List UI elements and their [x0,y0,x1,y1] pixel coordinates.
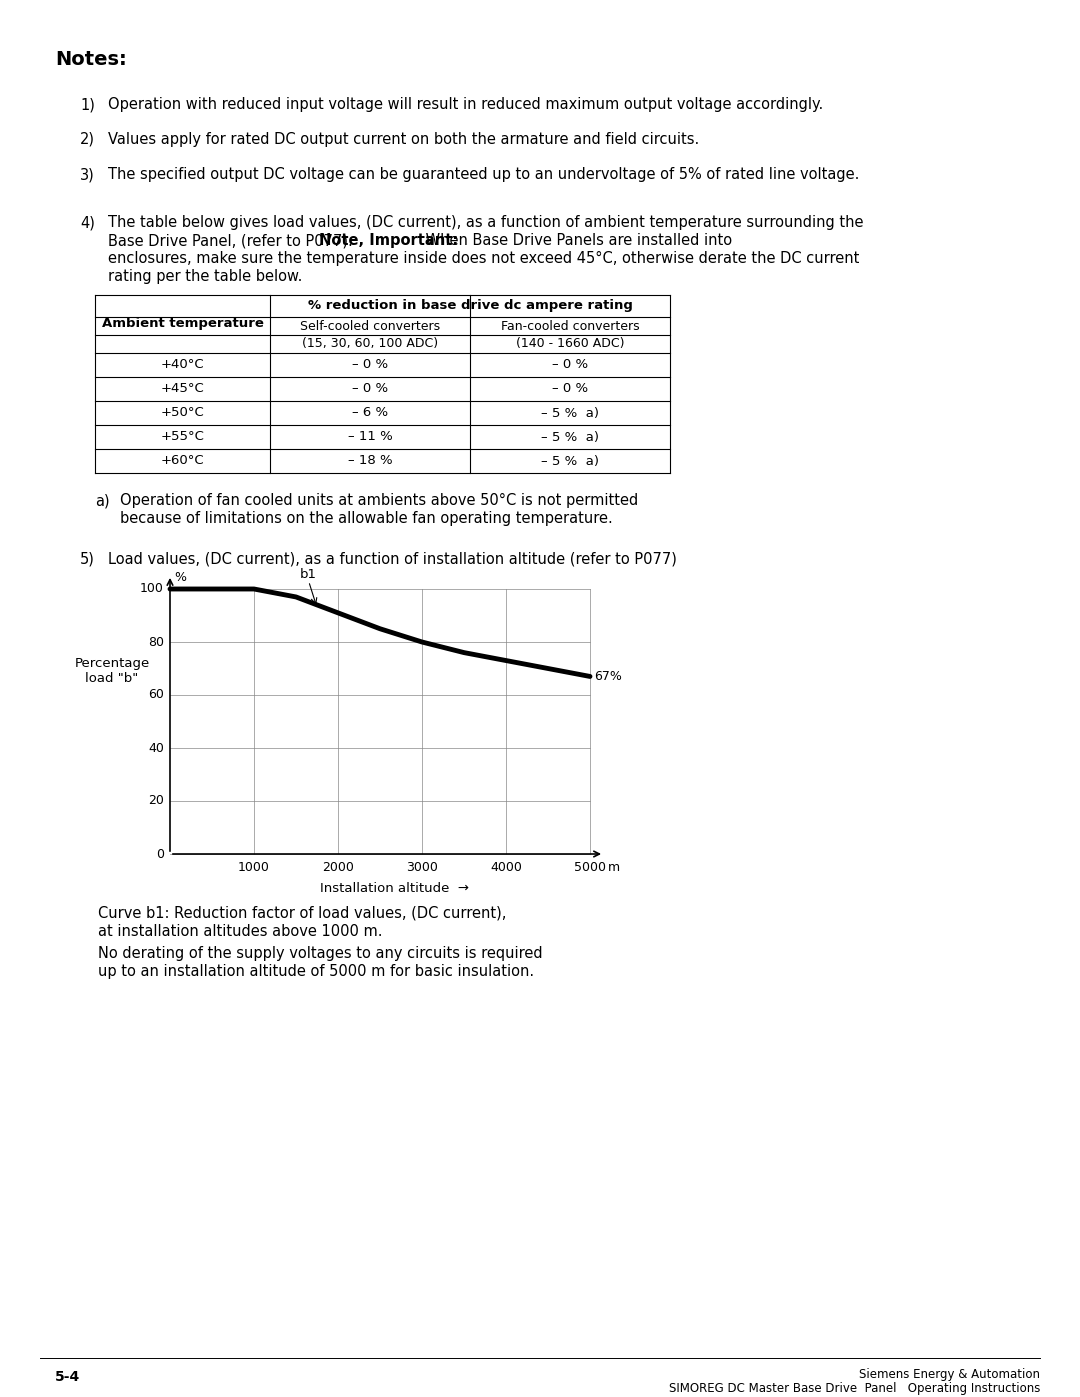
Text: – 0 %: – 0 % [552,359,589,372]
Text: – 0 %: – 0 % [352,359,388,372]
Text: +45°C: +45°C [161,383,204,395]
Text: No derating of the supply voltages to any circuits is required: No derating of the supply voltages to an… [98,946,542,961]
Text: up to an installation altitude of 5000 m for basic insulation.: up to an installation altitude of 5000 m… [98,964,535,979]
Text: – 5 %  a): – 5 % a) [541,407,599,419]
Text: 80: 80 [148,636,164,648]
Text: When Base Drive Panels are installed into: When Base Drive Panels are installed int… [421,233,732,249]
Text: 5): 5) [80,550,95,566]
Text: Operation with reduced input voltage will result in reduced maximum output volta: Operation with reduced input voltage wil… [108,96,823,112]
Text: Base Drive Panel, (refer to P077).: Base Drive Panel, (refer to P077). [108,233,362,249]
Text: 4000: 4000 [490,861,522,875]
Text: 5000: 5000 [573,861,606,875]
Text: b1: b1 [300,569,318,581]
Text: 1): 1) [80,96,95,112]
Text: Load values, (DC current), as a function of installation altitude (refer to P077: Load values, (DC current), as a function… [108,550,677,566]
Text: 40: 40 [148,742,164,754]
Text: Installation altitude  →: Installation altitude → [321,882,470,895]
Text: – 6 %: – 6 % [352,407,388,419]
Text: at installation altitudes above 1000 m.: at installation altitudes above 1000 m. [98,923,382,939]
Text: 0: 0 [156,848,164,861]
Text: % reduction in base drive dc ampere rating: % reduction in base drive dc ampere rati… [308,299,633,313]
Text: rating per the table below.: rating per the table below. [108,270,302,284]
Text: Note, Important:: Note, Important: [319,233,458,249]
Text: Percentage: Percentage [75,657,150,669]
Text: +60°C: +60°C [161,454,204,468]
Text: Fan-cooled converters: Fan-cooled converters [501,320,639,332]
Text: Self-cooled converters: Self-cooled converters [300,320,440,332]
Text: – 18 %: – 18 % [348,454,392,468]
Text: 4): 4) [80,215,95,231]
Text: (15, 30, 60, 100 ADC): (15, 30, 60, 100 ADC) [302,338,438,351]
Text: a): a) [95,493,110,509]
Text: because of limitations on the allowable fan operating temperature.: because of limitations on the allowable … [120,511,612,527]
Text: +40°C: +40°C [161,359,204,372]
Text: 67%: 67% [594,671,622,683]
Text: Notes:: Notes: [55,50,126,68]
Text: – 0 %: – 0 % [352,383,388,395]
Text: – 5 %  a): – 5 % a) [541,430,599,443]
Text: The specified output DC voltage can be guaranteed up to an undervoltage of 5% of: The specified output DC voltage can be g… [108,168,860,182]
Text: 100: 100 [140,583,164,595]
Text: 2000: 2000 [322,861,354,875]
Text: Ambient temperature: Ambient temperature [102,317,264,331]
Text: The table below gives load values, (DC current), as a function of ambient temper: The table below gives load values, (DC c… [108,215,864,231]
Text: m: m [608,861,620,875]
Text: 3): 3) [80,168,95,182]
Text: +55°C: +55°C [161,430,204,443]
Text: – 5 %  a): – 5 % a) [541,454,599,468]
Text: – 11 %: – 11 % [348,430,392,443]
Text: Curve b1: Reduction factor of load values, (DC current),: Curve b1: Reduction factor of load value… [98,907,507,921]
Text: Siemens Energy & Automation: Siemens Energy & Automation [859,1368,1040,1382]
Text: 20: 20 [148,795,164,807]
Text: 1000: 1000 [238,861,270,875]
Text: +50°C: +50°C [161,407,204,419]
Text: – 0 %: – 0 % [552,383,589,395]
Text: Operation of fan cooled units at ambients above 50°C is not permitted: Operation of fan cooled units at ambient… [120,493,638,509]
Text: SIMOREG DC Master Base Drive  Panel   Operating Instructions: SIMOREG DC Master Base Drive Panel Opera… [669,1382,1040,1396]
Text: 3000: 3000 [406,861,437,875]
Text: (140 - 1660 ADC): (140 - 1660 ADC) [516,338,624,351]
Text: 5-4: 5-4 [55,1370,80,1384]
Text: %: % [174,571,186,584]
Text: Values apply for rated DC output current on both the armature and field circuits: Values apply for rated DC output current… [108,131,699,147]
Text: load "b": load "b" [85,672,138,685]
Text: 60: 60 [148,689,164,701]
Text: enclosures, make sure the temperature inside does not exceed 45°C, otherwise der: enclosures, make sure the temperature in… [108,251,860,265]
Text: 2): 2) [80,131,95,147]
